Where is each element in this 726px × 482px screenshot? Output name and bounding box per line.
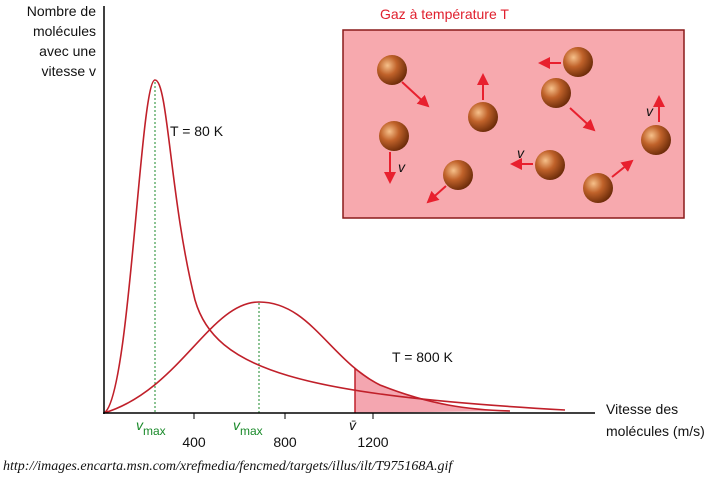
inset-title: Gaz à température T: [380, 6, 509, 22]
velocity-label: v: [398, 159, 406, 175]
x-tick-label: 400: [182, 434, 206, 450]
marker-label: vmax: [136, 417, 166, 438]
marker-symbol: v: [233, 417, 241, 433]
marker-subscript: max: [240, 424, 263, 438]
x-tick-label: 800: [273, 434, 297, 450]
curve-80k: [103, 79, 566, 414]
marker-symbol: v: [136, 417, 144, 433]
curve-label: T = 80 K: [170, 123, 224, 139]
y-label-line: molécules: [33, 23, 96, 39]
x-tick-label: 1200: [357, 434, 388, 450]
curve-800k: [103, 301, 511, 414]
shaded-area: [355, 368, 510, 413]
molecules: [377, 47, 671, 203]
velocity-label: v: [646, 103, 654, 119]
source-url: http://images.encarta.msn.com/xrefmedia/…: [3, 459, 454, 474]
y-label-line: vitesse v: [42, 63, 96, 79]
x-axis-label: molécules (m/s): [606, 423, 705, 439]
marker-label: v̄: [349, 417, 357, 433]
y-label-line: avec une: [39, 43, 96, 59]
marker-label: vmax: [233, 417, 263, 438]
velocity-label: v: [517, 145, 525, 161]
arrows: [384, 57, 665, 204]
marker-subscript: max: [143, 424, 166, 438]
curve-label: T = 800 K: [392, 349, 454, 365]
x-axis-label: Vitesse des: [606, 401, 678, 417]
y-axis-label: Nombre de molécules avec une vitesse v: [27, 3, 96, 79]
y-label-line: Nombre de: [27, 3, 96, 19]
